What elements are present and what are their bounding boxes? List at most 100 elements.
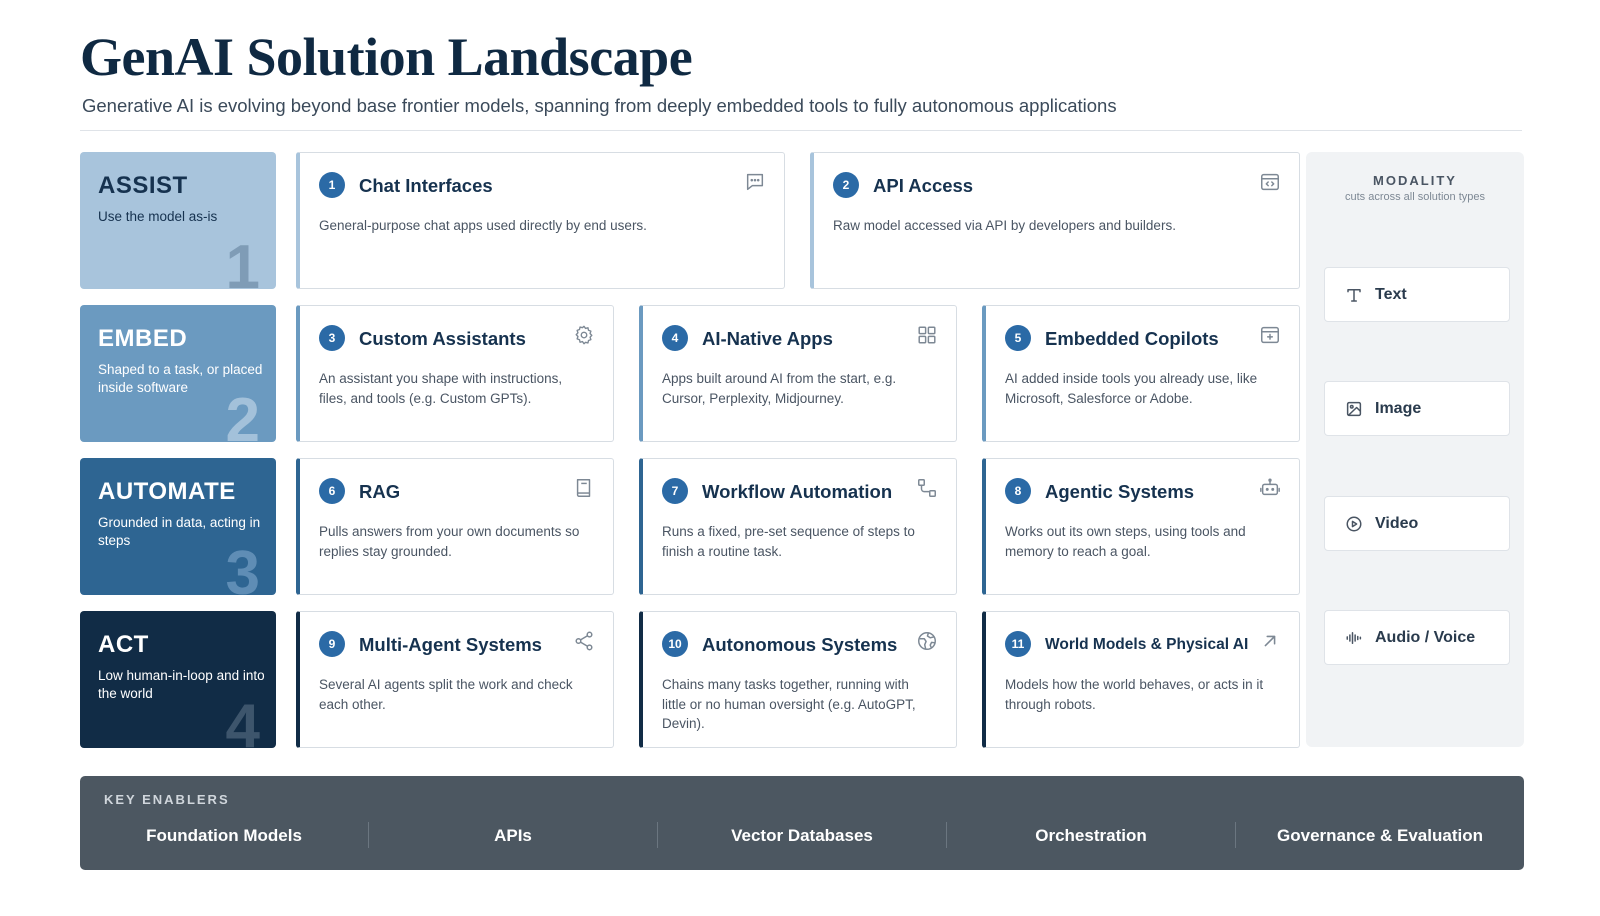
card-multi-agent-systems[interactable]: 9 Multi-Agent Systems Several AI agents … [296,611,614,748]
modality-label: Text [1375,285,1407,303]
row-title: EMBED [98,325,188,352]
card-number-badge: 11 [1005,631,1031,657]
page-title: GenAI Solution Landscape [80,27,693,87]
card-description: Raw model accessed via API by developers… [833,218,1176,233]
card-custom-assistants[interactable]: 3 Custom Assistants An assistant you sha… [296,305,614,442]
card-number-badge: 2 [833,172,859,198]
card-title: Chat Interfaces [359,175,493,196]
row-number: 1 [225,233,260,290]
row-label-automate: AUTOMATE Grounded in data, acting in ste… [80,458,276,595]
card-number-badge: 5 [1005,325,1031,351]
enabler-apis: APIs [494,826,532,845]
modality-label: Image [1375,399,1422,417]
modality-panel: MODALITY cuts across all solution types … [1306,152,1524,747]
card-description: Chains many tasks together, running with… [662,677,916,731]
enabler-divider [657,822,658,848]
key-enablers-bar: KEY ENABLERS Foundation Models APIs Vect… [80,776,1524,870]
audio-wave-icon [1345,629,1363,647]
book-icon [573,477,595,499]
enabler-vector-databases: Vector Databases [731,826,873,845]
enabler-divider [1235,822,1236,848]
card-number-badge: 8 [1005,478,1031,504]
row-number: 3 [225,539,260,596]
enabler-divider [946,822,947,848]
card-description: Works out its own steps, using tools and… [1005,524,1246,559]
enabler-divider [368,822,369,848]
card-title: RAG [359,481,401,502]
card-title: AI-Native Apps [702,328,833,349]
row-title: ACT [98,631,149,658]
modality-image[interactable]: Image [1324,381,1510,436]
modality-subheading: cuts across all solution types [1344,191,1485,203]
card-number-badge: 1 [319,172,345,198]
row-number: 4 [225,692,260,749]
card-world-models-physical-ai[interactable]: 11 World Models & Physical AI Models how… [982,611,1300,748]
card-title: API Access [873,175,974,196]
chat-icon [744,171,766,193]
card-number-badge: 7 [662,478,688,504]
grid-icon [916,324,938,346]
card-title: Workflow Automation [702,481,893,502]
code-window-icon [1259,171,1281,193]
card-description: Runs a fixed, pre-set sequence of steps … [662,524,915,559]
share-icon [573,630,595,652]
enabler-governance-evaluation: Governance & Evaluation [1277,826,1483,845]
card-description: General-purpose chat apps used directly … [319,218,647,233]
card-title: Autonomous Systems [702,634,898,655]
modality-text[interactable]: Text [1324,267,1510,322]
row-label-embed: EMBED Shaped to a task, or placed inside… [80,305,276,442]
modality-label: Video [1375,514,1419,532]
card-embedded-copilots[interactable]: 5 Embedded Copilots AI added inside tool… [982,305,1300,442]
header-divider [80,130,1522,131]
key-enablers-heading: KEY ENABLERS [104,792,230,807]
modality-heading: MODALITY [1373,173,1457,188]
card-autonomous-systems[interactable]: 10 Autonomous Systems Chains many tasks … [639,611,957,748]
card-rag[interactable]: 6 RAG Pulls answers from your own docume… [296,458,614,595]
card-chat-interfaces[interactable]: 1 Chat Interfaces General-purpose chat a… [296,152,785,289]
card-number-badge: 4 [662,325,688,351]
card-number-badge: 10 [662,631,688,657]
play-circle-icon [1345,515,1363,533]
card-description: Apps built around AI from the start, e.g… [662,371,897,406]
card-workflow-automation[interactable]: 7 Workflow Automation Runs a fixed, pre-… [639,458,957,595]
card-description: Pulls answers from your own documents so… [319,524,580,559]
row-description: Use the model as-is [98,209,218,224]
gear-icon [573,324,595,346]
card-title: Custom Assistants [359,328,526,349]
modality-audio-voice[interactable]: Audio / Voice [1324,610,1510,665]
card-number-badge: 6 [319,478,345,504]
image-icon [1345,400,1363,418]
card-ai-native-apps[interactable]: 4 AI-Native Apps Apps built around AI fr… [639,305,957,442]
modality-label: Audio / Voice [1375,628,1476,646]
card-description: Several AI agents split the work and che… [319,677,573,712]
card-description: Models how the world behaves, or acts in… [1005,677,1264,712]
page-subtitle: Generative AI is evolving beyond base fr… [82,95,1117,116]
card-number-badge: 9 [319,631,345,657]
row-title: ASSIST [98,172,188,199]
enabler-foundation-models: Foundation Models [146,826,302,845]
robot-icon [1259,477,1281,499]
enabler-orchestration: Orchestration [1035,826,1147,845]
row-description: Grounded in data, acting in steps [98,515,261,548]
row-title: AUTOMATE [98,478,236,505]
modality-video[interactable]: Video [1324,496,1510,551]
card-title: Agentic Systems [1045,481,1195,502]
globe-icon [916,630,938,652]
card-title: Multi-Agent Systems [359,634,542,655]
workflow-icon [916,477,938,499]
card-api-access[interactable]: 2 API Access Raw model accessed via API … [810,152,1300,289]
card-number-badge: 3 [319,325,345,351]
row-label-act: ACT Low human-in-loop and into the world… [80,611,276,748]
card-title: World Models & Physical AI [1045,636,1249,653]
text-icon [1345,286,1363,304]
card-description: An assistant you shape with instructions… [319,371,563,406]
card-title: Embedded Copilots [1045,328,1219,349]
row-description: Shaped to a task, or placed inside softw… [98,362,263,395]
row-label-assist: ASSIST Use the model as-is 1 [80,152,276,289]
arrow-up-right-icon [1259,630,1281,652]
card-description: AI added inside tools you already use, l… [1005,371,1258,406]
window-plus-icon [1259,324,1281,346]
row-description: Low human-in-loop and into the world [98,668,265,701]
card-agentic-systems[interactable]: 8 Agentic Systems Works out its own step… [982,458,1300,595]
row-number: 2 [225,386,260,443]
